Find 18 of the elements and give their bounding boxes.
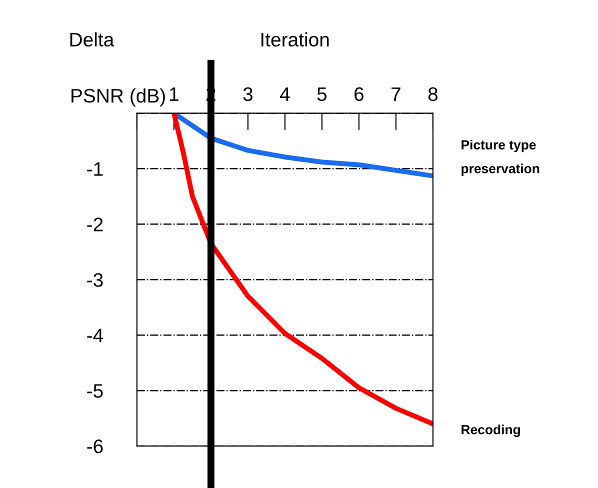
y-tick-label: -2 [87,218,103,232]
text: Delta PSNR (dB) [70,32,165,107]
y-tick-label: -3 [87,273,103,287]
y-tick-label: -4 [87,328,104,342]
x-tick-label: 8 [428,87,438,102]
x-tick-label: 5 [317,87,327,102]
y-tick-label: -6 [87,440,103,454]
x-tick-label: 3 [243,87,252,102]
x-tick-label: 6 [354,87,364,102]
y-tick-label: -5 [87,384,103,398]
x-tick-label: 4 [280,87,290,101]
x-tick-label: 7 [392,87,400,101]
text: Picture type preservation [462,140,540,176]
x-axis-title: Iteration [261,32,329,47]
text: Recoding [462,424,520,437]
y-tick-label: -1 [87,162,103,176]
x-tick-label: 1 [170,87,178,101]
line-series [172,113,433,426]
